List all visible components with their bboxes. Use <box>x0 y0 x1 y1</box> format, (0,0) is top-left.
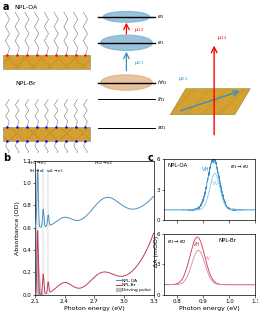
Text: $e_1$: $e_1$ <box>157 39 165 47</box>
X-axis label: Photon energy (eV): Photon energy (eV) <box>179 306 240 311</box>
Text: a: a <box>3 2 9 12</box>
Text: hh$_1$$\rightarrow$e$_1$: hh$_1$$\rightarrow$e$_1$ <box>28 159 47 167</box>
Text: $e_1\rightarrow e_2$: $e_1\rightarrow e_2$ <box>230 163 249 171</box>
Text: $e_2$: $e_2$ <box>157 13 165 21</box>
Text: NPL-OA: NPL-OA <box>167 163 188 168</box>
FancyBboxPatch shape <box>3 127 90 141</box>
Text: hh$_2$$\rightarrow$e$_2$: hh$_2$$\rightarrow$e$_2$ <box>94 159 114 167</box>
Text: ΔA (mOD): ΔA (mOD) <box>154 236 159 267</box>
Text: $\mu_{12}$: $\mu_{12}$ <box>134 26 144 34</box>
Text: $e_1\rightarrow e_2$: $e_1\rightarrow e_2$ <box>167 238 187 246</box>
Text: $\mu_{12}$: $\mu_{12}$ <box>217 34 227 42</box>
X-axis label: Photon energy (eV): Photon energy (eV) <box>64 306 125 311</box>
Text: NPL-Br: NPL-Br <box>15 81 36 86</box>
Ellipse shape <box>101 35 152 51</box>
Text: $\mu_{01}$: $\mu_{01}$ <box>134 59 144 67</box>
Text: $\mu_{01}$: $\mu_{01}$ <box>178 76 188 84</box>
FancyBboxPatch shape <box>3 55 90 69</box>
Legend: NPL-OA, NPL-Br, Driving pulse: NPL-OA, NPL-Br, Driving pulse <box>116 278 151 293</box>
Text: lh$_1$$\rightarrow$e$_1$  so$_1$$\rightarrow$e$_1$: lh$_1$$\rightarrow$e$_1$ so$_1$$\rightar… <box>29 168 64 175</box>
Text: b: b <box>3 153 10 163</box>
Text: $lh_1$: $lh_1$ <box>157 95 166 104</box>
Text: VH: VH <box>202 167 210 172</box>
Text: c: c <box>147 153 153 163</box>
Polygon shape <box>170 89 250 115</box>
Text: VV: VV <box>204 256 211 261</box>
Y-axis label: Absorbance (OD): Absorbance (OD) <box>15 201 20 255</box>
Text: $so_1$: $so_1$ <box>157 124 167 132</box>
Ellipse shape <box>103 12 150 22</box>
Ellipse shape <box>101 75 152 90</box>
Text: VH: VH <box>193 242 201 247</box>
Text: NPL-OA: NPL-OA <box>14 5 37 10</box>
Text: NPL-Br: NPL-Br <box>219 238 237 243</box>
Text: $hh_1$: $hh_1$ <box>157 78 168 87</box>
Text: VV: VV <box>212 181 219 186</box>
